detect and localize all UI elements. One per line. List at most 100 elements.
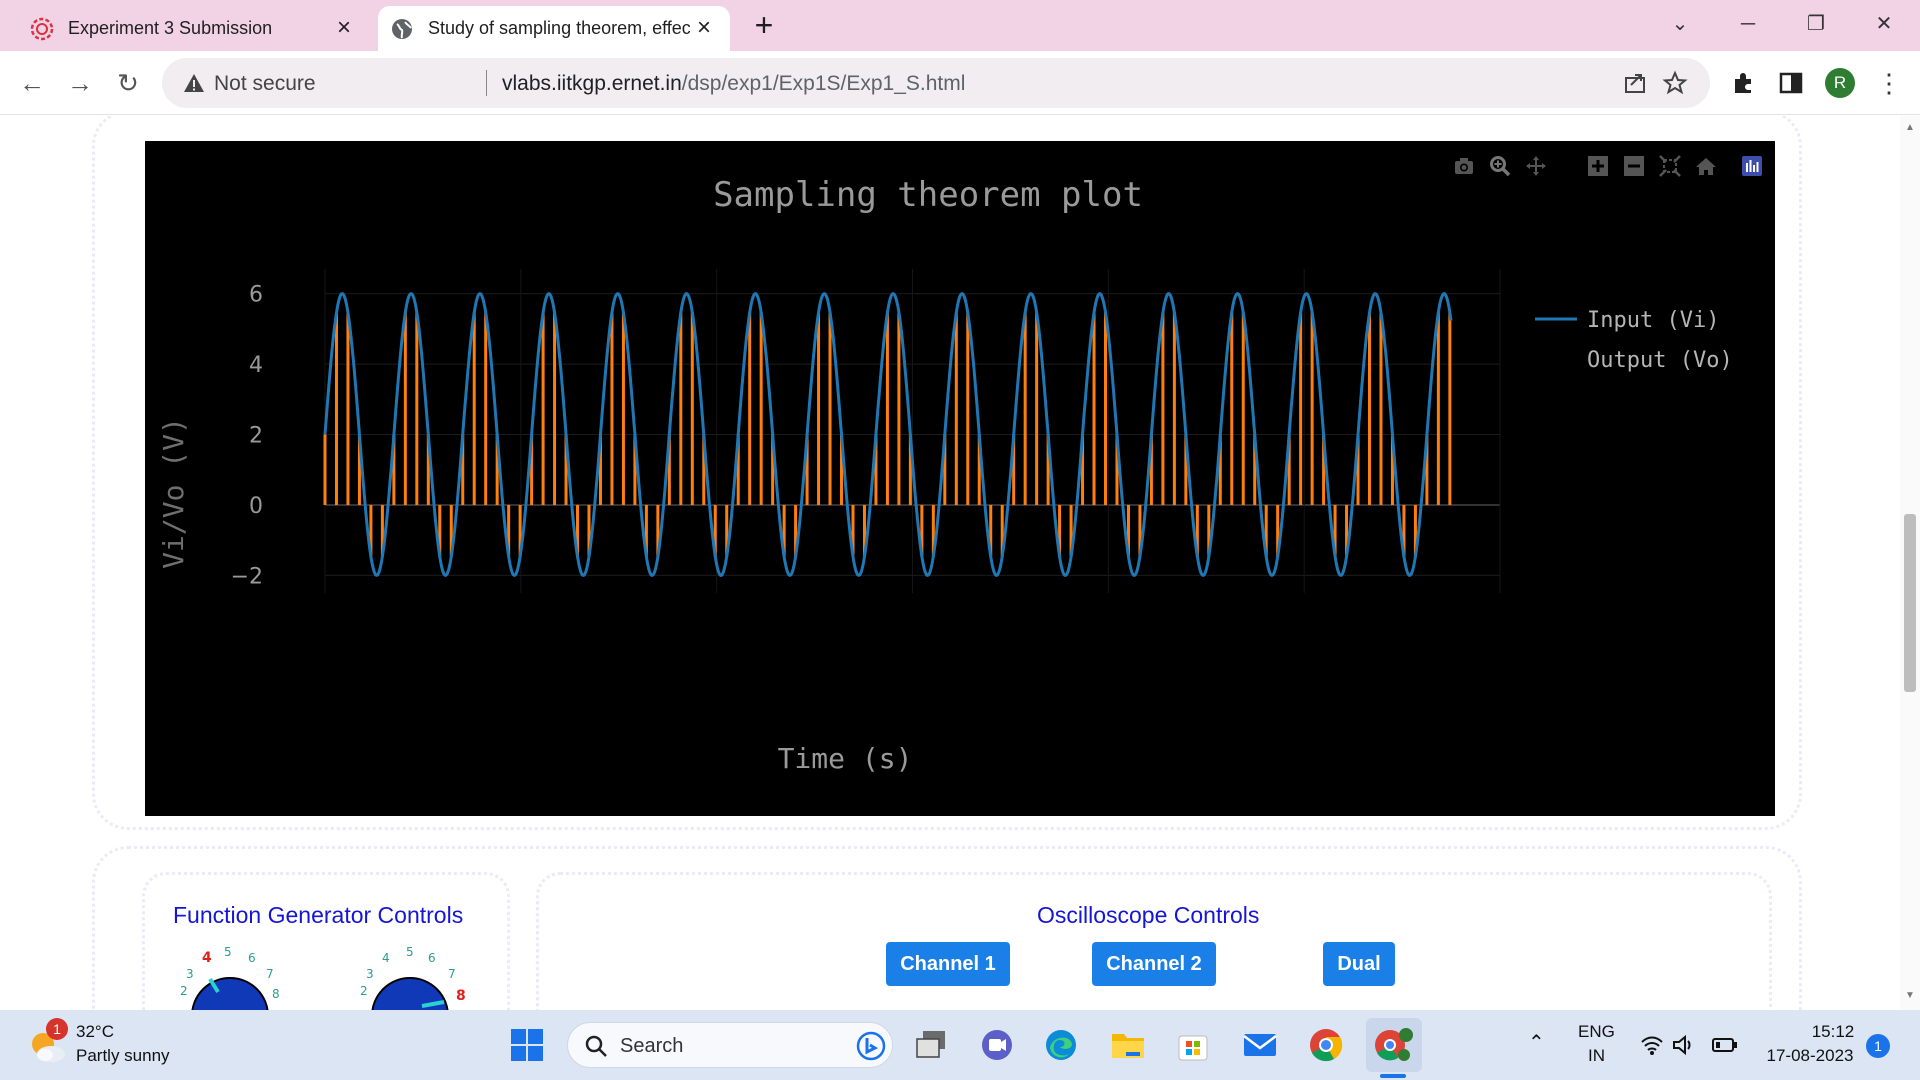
search-label: Search: [620, 1035, 684, 1057]
home-reset-icon[interactable]: [1695, 155, 1717, 177]
warning-icon: [184, 74, 204, 92]
language-code[interactable]: ENG: [1578, 1022, 1615, 1041]
series-input-vi: [323, 292, 1453, 578]
globe-icon: [392, 18, 412, 39]
pan-icon[interactable]: [1525, 155, 1547, 177]
search-icon: [585, 1035, 607, 1057]
profile-avatar[interactable]: R: [1825, 68, 1855, 98]
divider: [486, 70, 487, 96]
frequency-knob[interactable]: 2 3 4 5 6 7 8: [166, 940, 286, 1010]
dial-label: 5: [224, 945, 232, 959]
zoom-out-icon[interactable]: [1623, 155, 1645, 177]
function-generator-panel: [142, 872, 510, 1010]
file-explorer-icon[interactable]: [1110, 1028, 1146, 1062]
tab-sampling-theorem[interactable]: Study of sampling theorem, effec ×: [378, 6, 730, 51]
taskbar-search[interactable]: Search: [567, 1022, 893, 1068]
notification-badge[interactable]: 1: [1866, 1034, 1890, 1058]
reload-button[interactable]: ↻: [117, 68, 139, 98]
dial-label: 7: [266, 967, 274, 981]
clock-date[interactable]: 17-08-2023: [1766, 1046, 1854, 1065]
channel-1-button[interactable]: Channel 1: [886, 942, 1010, 986]
tab-strip: Experiment 3 Submission × Study of sampl…: [0, 0, 1920, 51]
autoscale-icon[interactable]: [1659, 155, 1681, 177]
share-icon[interactable]: [1622, 70, 1648, 96]
x-axis-label: Time (s): [778, 742, 913, 775]
tab-close-icon[interactable]: ×: [696, 14, 711, 41]
scroll-up-arrow-icon[interactable]: ▲: [1905, 122, 1915, 133]
security-label[interactable]: Not secure: [214, 72, 316, 95]
dial-label-active: 8: [456, 988, 466, 1004]
oscilloscope-panel: [536, 872, 1772, 1010]
bookmark-star-icon[interactable]: [1662, 70, 1688, 96]
weather-desc[interactable]: Partly sunny: [76, 1046, 170, 1065]
scroll-down-arrow-icon[interactable]: ▼: [1905, 990, 1915, 1001]
battery-icon[interactable]: [1712, 1036, 1738, 1054]
tab-title: Study of sampling theorem, effec: [428, 18, 690, 38]
tab-search-chevron-icon[interactable]: ⌄: [1671, 13, 1689, 35]
dial-label: 8: [272, 987, 280, 1001]
url-host: vlabs.iitkgp.ernet.in: [502, 72, 682, 95]
weather-partly-sunny-icon[interactable]: [26, 1024, 68, 1066]
restore-button[interactable]: ❐: [1807, 13, 1825, 35]
camera-icon[interactable]: [1453, 155, 1475, 177]
back-button[interactable]: ←: [19, 68, 45, 98]
legend[interactable]: Input (Vi) Output (Vo): [1535, 308, 1733, 373]
address-bar[interactable]: Not secure vlabs.iitkgp.ernet.in/dsp/exp…: [162, 58, 1710, 108]
mail-icon[interactable]: [1242, 1028, 1278, 1062]
teams-chat-icon[interactable]: [980, 1028, 1014, 1062]
dial-label: 5: [406, 945, 414, 959]
weather-temp[interactable]: 32°C: [76, 1022, 114, 1041]
dial-label: 3: [186, 967, 194, 981]
windows-start-icon[interactable]: [510, 1028, 544, 1062]
function-generator-title: Function Generator Controls: [173, 902, 464, 928]
zoom-in-icon[interactable]: [1587, 155, 1609, 177]
plot-panel-border: [92, 116, 1802, 830]
amplitude-knob[interactable]: 2 3 4 5 6 7 8: [346, 940, 474, 1010]
chrome-icon[interactable]: [1308, 1027, 1344, 1063]
weather-badge: 1: [46, 1018, 68, 1040]
dual-button[interactable]: Dual: [1323, 942, 1395, 986]
channel-2-button[interactable]: Channel 2: [1092, 942, 1216, 986]
oscilloscope-title: Oscilloscope Controls: [1037, 902, 1260, 928]
legend-item-output[interactable]: Output (Vo): [1587, 348, 1733, 373]
bing-icon[interactable]: [856, 1031, 886, 1061]
sampling-plot[interactable]: 6 4 2 0 −2 Sampling theorem plot Time (s) Vi…: [145, 141, 1775, 816]
dial-label-active: 4: [202, 950, 212, 966]
browser-toolbar: ← → ↻ Not secure vlabs.iitkgp.ernet.in/d…: [0, 51, 1920, 115]
forward-button[interactable]: →: [67, 68, 93, 98]
extensions-puzzle-icon[interactable]: [1730, 70, 1756, 96]
dial-label: 2: [360, 984, 368, 998]
side-panel-icon[interactable]: [1778, 70, 1804, 96]
y-tick-label: 6: [249, 283, 263, 308]
microsoft-store-icon[interactable]: [1176, 1028, 1210, 1062]
volume-icon[interactable]: [1672, 1034, 1696, 1056]
new-tab-button[interactable]: +: [754, 7, 774, 43]
edge-browser-icon[interactable]: [1044, 1028, 1078, 1062]
show-hidden-icons-chevron-icon[interactable]: ⌃: [1528, 1032, 1545, 1054]
tab-title: Experiment 3 Submission: [68, 18, 273, 38]
chart-title: Sampling theorem plot: [713, 175, 1143, 215]
menu-kebab-icon[interactable]: ⋮: [1876, 68, 1902, 98]
chrome-profile-icon[interactable]: [1374, 1027, 1414, 1063]
active-app-indicator: [1380, 1074, 1406, 1078]
language-region[interactable]: IN: [1588, 1046, 1605, 1065]
dial-label: 6: [428, 951, 436, 965]
close-window-button[interactable]: ✕: [1875, 13, 1893, 35]
page-scrollbar-thumb[interactable]: [1904, 514, 1916, 692]
url-text[interactable]: vlabs.iitkgp.ernet.in/dsp/exp1/Exp1S/Exp…: [502, 72, 965, 96]
y-tick-label: −2: [231, 564, 263, 589]
zoom-icon[interactable]: [1489, 155, 1511, 177]
task-view-icon[interactable]: [914, 1028, 948, 1062]
tab-close-icon[interactable]: ×: [336, 14, 351, 41]
dial-label: 6: [248, 951, 256, 965]
wifi-icon[interactable]: [1640, 1034, 1664, 1056]
y-tick-label: 2: [249, 424, 263, 449]
plotly-logo-icon[interactable]: [1741, 155, 1763, 177]
dial-label: 4: [382, 951, 390, 965]
minimize-button[interactable]: ─: [1740, 13, 1756, 35]
controls-panel-border: [92, 846, 1802, 1010]
y-tick-label: 4: [249, 353, 263, 378]
legend-item-input[interactable]: Input (Vi): [1587, 308, 1719, 333]
tab-experiment-3[interactable]: Experiment 3 Submission ×: [0, 6, 370, 51]
clock-time[interactable]: 15:12: [1811, 1022, 1855, 1041]
